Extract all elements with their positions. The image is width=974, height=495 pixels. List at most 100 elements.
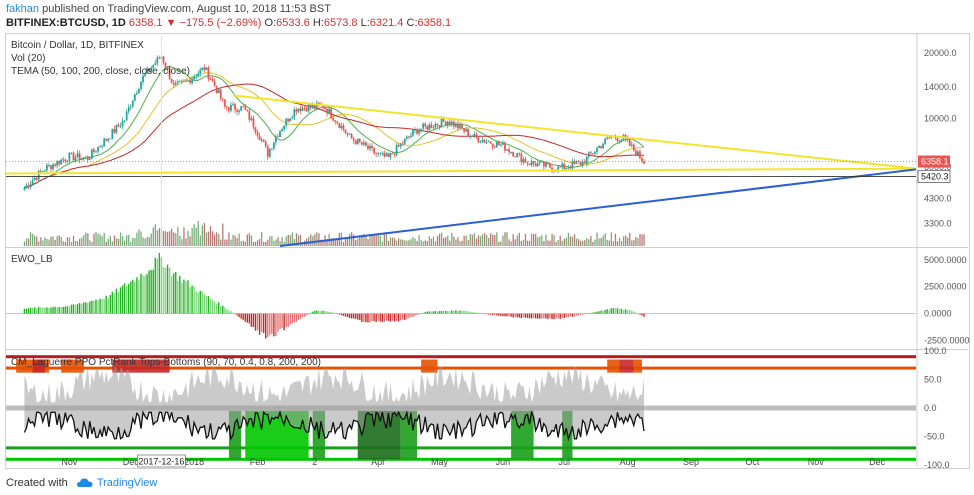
ewo-bar <box>31 307 34 314</box>
volume-bar <box>586 238 588 246</box>
volume-bar <box>608 240 610 246</box>
candle-body <box>305 107 308 112</box>
volume-bar <box>289 235 291 246</box>
ewo-bar <box>357 313 359 320</box>
volume-bar <box>557 239 559 246</box>
ewo-bar <box>95 299 97 314</box>
volume-bar <box>430 238 433 246</box>
candle-body <box>275 136 277 143</box>
candle-body <box>78 153 81 161</box>
ewo-bar <box>375 313 377 323</box>
volume-bar <box>629 232 631 246</box>
candle-body <box>113 129 116 133</box>
volume-bar <box>559 235 561 246</box>
down-arrow-icon: ▼ <box>165 17 177 29</box>
ewo-bar <box>195 291 197 314</box>
ewo-bar <box>557 313 559 319</box>
volume-bar <box>555 241 557 246</box>
candle-body <box>479 142 482 143</box>
candle-body <box>150 67 153 72</box>
ewo-bar <box>408 313 410 318</box>
volume-bar <box>551 233 553 246</box>
volume-bar <box>164 231 167 246</box>
candle-body <box>236 109 238 112</box>
candle-body <box>97 146 99 152</box>
ewo-bar <box>236 313 238 316</box>
ewo-bar <box>344 313 347 317</box>
candle-body <box>135 92 138 95</box>
volume-bar <box>408 240 410 246</box>
laguerre-axis-tick: 0.0 <box>924 403 937 413</box>
ewo-bar <box>514 313 516 317</box>
candle-body <box>324 107 326 109</box>
volume-bar <box>565 237 568 246</box>
ewo-bar <box>58 306 60 314</box>
tradingview-cloud-icon <box>76 478 93 488</box>
candle-body <box>88 158 91 160</box>
volume-bar <box>606 239 608 246</box>
volume-bar <box>512 234 514 246</box>
ewo-bar <box>496 313 498 316</box>
volume-bar <box>218 233 220 246</box>
volume-bar <box>97 233 99 246</box>
candle-body <box>579 161 582 165</box>
ewo-bar <box>598 311 600 314</box>
volume-bar <box>70 241 73 246</box>
volume-bar <box>166 231 169 246</box>
candle-body <box>587 152 590 157</box>
ewo-bar <box>146 274 148 314</box>
ewo-bar <box>340 313 343 316</box>
candle-body <box>168 68 171 79</box>
candle-body <box>213 81 216 87</box>
ewo-bar <box>29 307 32 314</box>
candle-body <box>583 161 586 164</box>
ewo-bar <box>142 275 144 314</box>
candle-body <box>223 99 226 107</box>
ewo-bar <box>62 306 64 314</box>
tradingview-brand-link[interactable]: TradingView <box>96 477 158 489</box>
volume-bar <box>637 237 639 246</box>
volume-bar <box>365 236 367 246</box>
candle-body <box>115 124 118 133</box>
volume-bar <box>539 236 541 246</box>
ewo-bar <box>612 308 615 314</box>
volume-bar <box>541 235 543 246</box>
volume-bar <box>395 240 398 246</box>
volume-bar <box>526 240 529 246</box>
ewo-bar <box>338 313 341 315</box>
ewo-bar <box>498 313 500 316</box>
volume-bar <box>350 232 353 246</box>
candle-body <box>27 185 30 188</box>
volume-bar <box>83 235 85 246</box>
candle-body <box>195 76 198 78</box>
ewo-bar <box>371 313 373 321</box>
signal-zone <box>607 359 620 373</box>
volume-bar <box>62 241 64 246</box>
ewo-bar <box>545 313 547 319</box>
candle-body <box>516 153 519 158</box>
candle-body <box>346 132 349 135</box>
candle-body <box>549 163 551 168</box>
ewo-bar <box>633 311 635 314</box>
candle-body <box>219 89 222 99</box>
candle-body <box>589 152 592 154</box>
volume-bar <box>254 241 257 246</box>
candle-body <box>197 73 200 77</box>
volume-bar <box>265 241 267 246</box>
candle-body <box>33 177 36 181</box>
ewo-bar <box>600 310 602 314</box>
volume-bar <box>207 231 210 246</box>
volume-bar <box>481 234 484 246</box>
ewo-bar <box>123 283 126 314</box>
candle-body <box>121 120 124 127</box>
volume-bar <box>316 232 318 246</box>
ewo-axis-tick: 5000.0000 <box>924 255 967 265</box>
ewo-bar <box>181 282 183 314</box>
candle-body <box>172 83 175 85</box>
candle-body <box>221 98 224 100</box>
candle-body <box>142 75 144 82</box>
candle-body <box>309 104 312 108</box>
ewo-axis-tick: -2500.0000 <box>924 335 970 345</box>
author-link[interactable]: fakhan <box>6 3 40 15</box>
